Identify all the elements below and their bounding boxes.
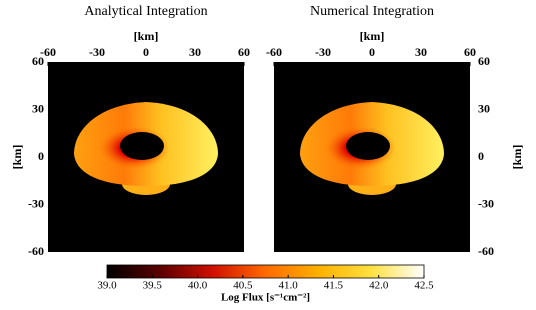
colorbar-tick-label: 40.5 bbox=[233, 280, 253, 292]
colorbar-tick-label: 40.0 bbox=[188, 280, 208, 292]
colorbar-tick-label: 42.5 bbox=[414, 280, 434, 292]
y-tick-label: 0 bbox=[478, 149, 484, 163]
colorbar-tick-label: 39.5 bbox=[143, 280, 163, 292]
panel-title: Numerical Integration bbox=[310, 4, 434, 19]
x-tick-label: -60 bbox=[266, 45, 282, 59]
x-tick-label: 60 bbox=[238, 45, 250, 59]
panel-title: Analytical Integration bbox=[84, 4, 207, 19]
colorbar-tick-label: 41.0 bbox=[279, 280, 299, 292]
y-tick-label: 0 bbox=[38, 149, 44, 163]
x-tick-label: 60 bbox=[464, 45, 476, 59]
disk-hole bbox=[346, 132, 390, 160]
y-tick-label: 30 bbox=[32, 101, 44, 115]
disk-hole bbox=[120, 132, 164, 160]
y-tick-label: 30 bbox=[478, 101, 490, 115]
y-tick-label: 60 bbox=[478, 54, 490, 68]
colorbar-tick-label: 39.0 bbox=[97, 280, 117, 292]
x-tick-label: 0 bbox=[369, 45, 375, 59]
y-tick-label: -60 bbox=[478, 244, 494, 258]
x-axis-label: [km] bbox=[360, 29, 385, 43]
colorbar-tick-label: 42.0 bbox=[369, 280, 389, 292]
colorbar-tick-label: 41.5 bbox=[324, 280, 344, 292]
colorbar bbox=[106, 264, 425, 279]
y-tick-label: -30 bbox=[478, 196, 494, 210]
x-tick-label: 0 bbox=[143, 45, 149, 59]
y-tick-label: -30 bbox=[28, 196, 44, 210]
x-tick-label: 30 bbox=[189, 45, 201, 59]
x-tick-label: 30 bbox=[415, 45, 427, 59]
x-tick-label: -30 bbox=[315, 45, 331, 59]
x-tick-label: -60 bbox=[40, 45, 56, 59]
y-tick-label: -60 bbox=[28, 244, 44, 258]
y-tick-label: 60 bbox=[32, 54, 44, 68]
y-axis-label: [km] bbox=[510, 145, 524, 170]
x-axis-label: [km] bbox=[134, 29, 159, 43]
y-axis-label: [km] bbox=[10, 145, 24, 170]
x-tick-label: -30 bbox=[89, 45, 105, 59]
colorbar-label: Log Flux [s⁻¹cm⁻²] bbox=[221, 292, 310, 304]
